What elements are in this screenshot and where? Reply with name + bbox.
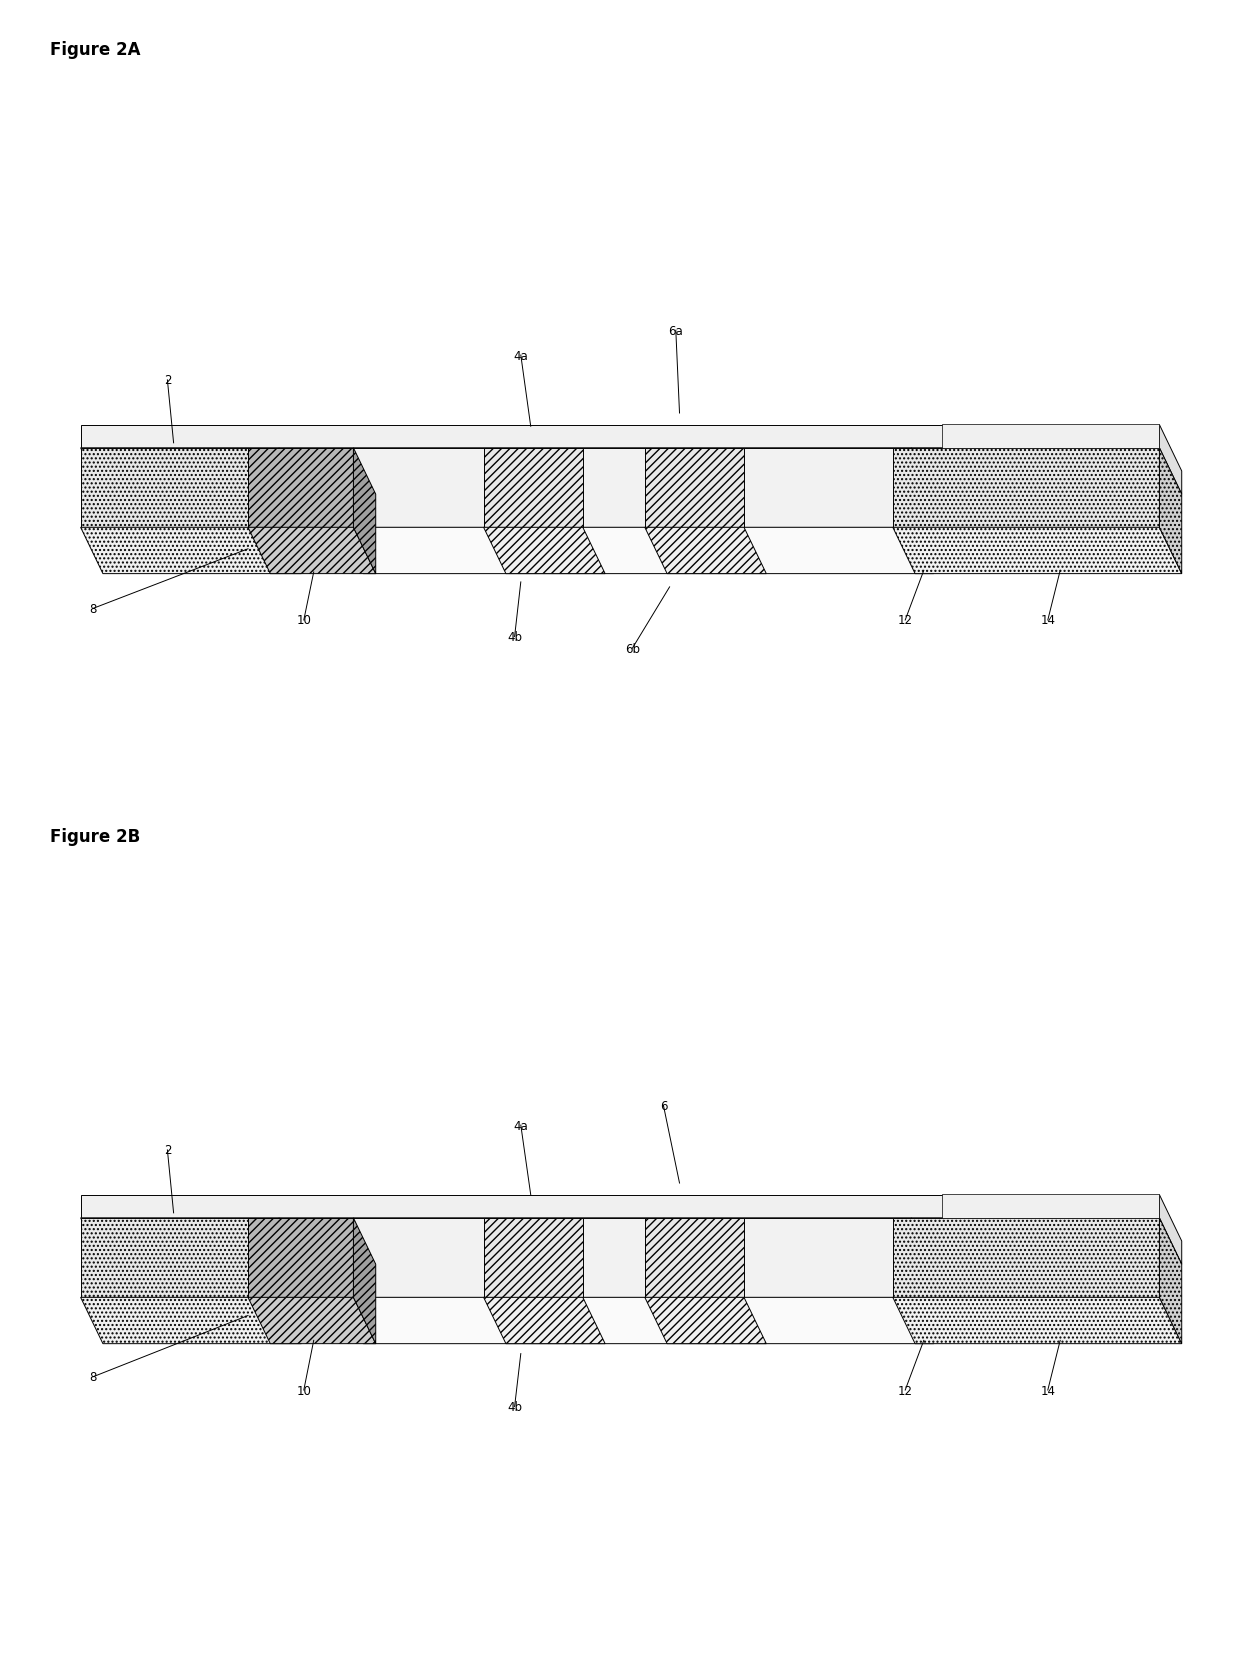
Text: 14: 14 <box>1040 1384 1055 1397</box>
Polygon shape <box>248 449 353 528</box>
Text: 2: 2 <box>164 374 171 387</box>
Polygon shape <box>353 1218 376 1344</box>
Polygon shape <box>353 449 376 574</box>
Polygon shape <box>911 449 934 574</box>
Polygon shape <box>81 1218 279 1298</box>
Text: 4a: 4a <box>513 349 528 362</box>
Polygon shape <box>81 1298 301 1344</box>
Polygon shape <box>645 528 766 574</box>
Text: 8: 8 <box>89 1370 97 1384</box>
Text: 4a: 4a <box>513 1119 528 1132</box>
Polygon shape <box>81 1218 1182 1264</box>
Polygon shape <box>942 425 1159 449</box>
Text: 6b: 6b <box>625 642 640 655</box>
Polygon shape <box>911 1218 934 1344</box>
Polygon shape <box>248 528 376 574</box>
Polygon shape <box>645 1218 744 1298</box>
Polygon shape <box>81 425 1159 449</box>
Text: 6a: 6a <box>668 324 683 338</box>
Polygon shape <box>893 449 1159 528</box>
Polygon shape <box>893 1298 1182 1344</box>
Polygon shape <box>893 528 1182 574</box>
Polygon shape <box>1159 1218 1182 1344</box>
Polygon shape <box>942 1195 1159 1218</box>
Polygon shape <box>1159 1195 1182 1264</box>
Text: 12: 12 <box>898 1384 913 1397</box>
Text: 12: 12 <box>898 614 913 627</box>
Text: 14: 14 <box>1040 614 1055 627</box>
Text: Figure 2A: Figure 2A <box>50 41 140 60</box>
Text: Figure 2B: Figure 2B <box>50 828 140 846</box>
Polygon shape <box>645 1298 766 1344</box>
Polygon shape <box>81 449 279 528</box>
Polygon shape <box>484 1298 605 1344</box>
Polygon shape <box>645 449 744 528</box>
Polygon shape <box>341 1298 934 1344</box>
Polygon shape <box>341 449 911 528</box>
Polygon shape <box>484 528 605 574</box>
Polygon shape <box>279 1218 301 1344</box>
Polygon shape <box>279 449 301 574</box>
Polygon shape <box>1159 425 1182 495</box>
Text: 10: 10 <box>296 1384 311 1397</box>
Polygon shape <box>484 449 583 528</box>
Polygon shape <box>341 528 934 574</box>
Text: 8: 8 <box>89 602 97 616</box>
Text: 10: 10 <box>296 614 311 627</box>
Polygon shape <box>248 1298 376 1344</box>
Polygon shape <box>81 449 1182 495</box>
Polygon shape <box>248 1218 353 1298</box>
Text: 4b: 4b <box>507 631 522 644</box>
Polygon shape <box>81 1195 1159 1218</box>
Polygon shape <box>1159 449 1182 574</box>
Polygon shape <box>81 528 301 574</box>
Text: 4b: 4b <box>507 1400 522 1413</box>
Polygon shape <box>341 1218 911 1298</box>
Polygon shape <box>893 1218 1159 1298</box>
Text: 6: 6 <box>660 1099 667 1112</box>
Text: 2: 2 <box>164 1144 171 1157</box>
Polygon shape <box>484 1218 583 1298</box>
